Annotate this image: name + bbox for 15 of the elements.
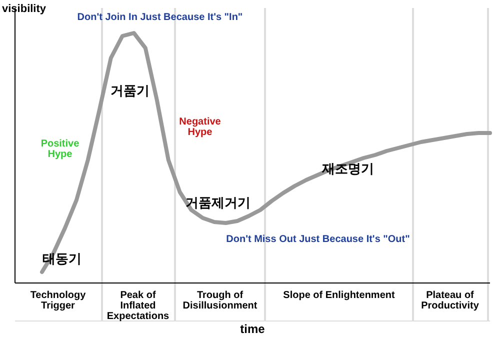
y-axis-title: visibility [2,3,47,15]
annotation: 태동기 [42,251,82,266]
text: Technology Trigger [30,290,86,312]
annotation: 거품제거기 [186,195,250,210]
annotation: 재조명기 [321,161,374,176]
annotation: Negative Hype [179,116,222,138]
text: Plateau of Productivity [421,290,480,312]
text: Don't Join In Just Because It's "In" [77,12,243,23]
text: Slope of Enlightenment [283,290,396,301]
x-axis-title: time [240,322,266,336]
text: Peak of Inflated Expectations [106,290,170,322]
annotation: Don't Miss Out Just Because It's "Out" [226,234,410,245]
annotation: 거품기 [110,83,150,98]
text: Trough of Disillusionment [182,290,258,312]
annotation: Positive Hype [40,138,80,160]
